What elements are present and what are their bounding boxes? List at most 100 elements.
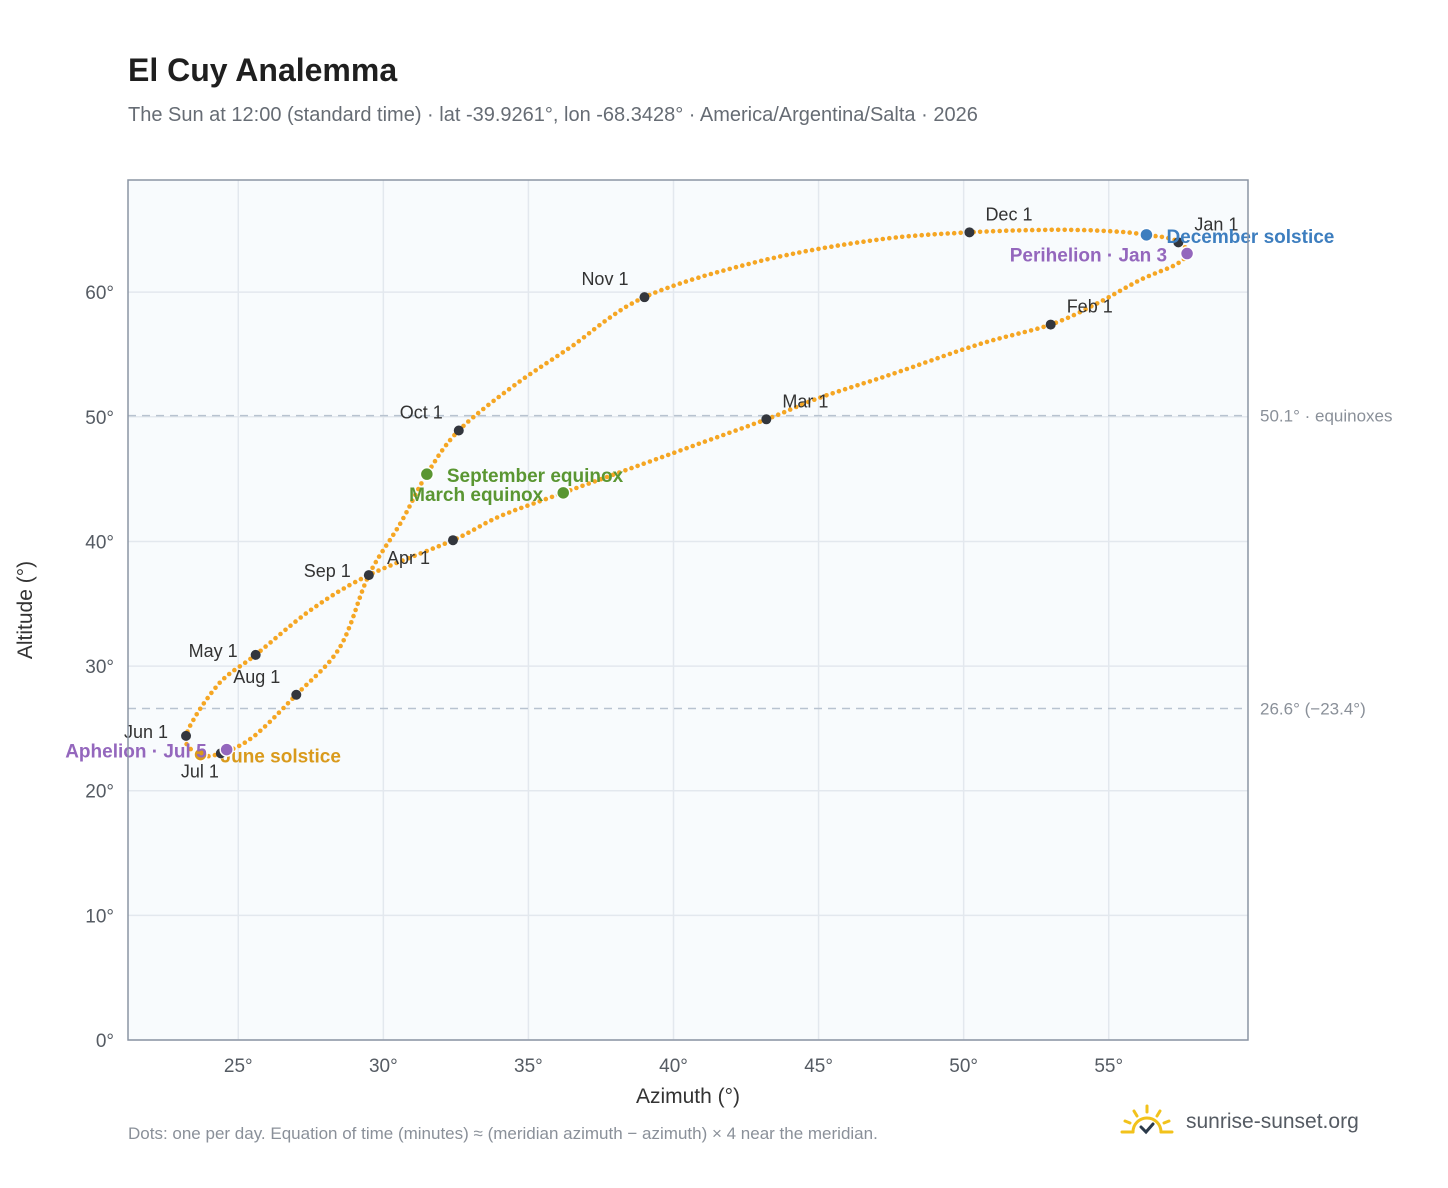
daily-sun-dot [501,390,507,396]
daily-sun-dot [1010,228,1015,233]
daily-sun-dot [1035,326,1040,332]
daily-sun-dot [344,632,349,637]
daily-sun-dot [373,559,379,565]
x-tick-label: 25° [224,1056,253,1077]
daily-sun-dot [1083,307,1088,312]
month-marker [761,414,772,425]
daily-sun-dot [972,343,977,349]
event-marker [219,742,234,757]
daily-sun-dot [442,541,448,546]
daily-sun-dot [945,231,950,236]
daily-sun-dot [799,402,805,407]
daily-sun-dot [528,371,533,377]
daily-sun-dot [1068,227,1074,233]
daily-sun-dot [404,510,409,515]
daily-sun-dot [665,285,670,291]
daily-sun-dot [953,349,959,355]
daily-sun-dot [912,233,918,238]
daily-sun-dot [253,732,258,738]
daily-sun-dot [733,264,739,270]
daily-sun-dot [187,723,193,728]
daily-sun-dot [376,554,382,559]
daily-sun-dot [410,498,415,504]
daily-sun-dot [242,660,248,665]
plot-frame [127,179,1249,1041]
daily-sun-dot [334,649,340,654]
daily-sun-dot [1071,312,1077,318]
daily-sun-dot [330,592,336,598]
daily-sun-dot [604,474,610,480]
daily-sun-dot [262,724,268,729]
daily-sun-dot [809,247,815,253]
daily-sun-dot [904,366,910,372]
daily-sun-dot [867,379,873,384]
daily-sun-dot [887,235,892,241]
daily-sun-dot [394,527,400,532]
daily-sun-dot [824,393,829,398]
daily-sun-dot [574,485,579,491]
daily-sun-dot [1134,279,1140,284]
daily-sun-dot [549,494,555,500]
daily-sun-dot [727,430,732,436]
daily-sun-dot [880,236,886,242]
daily-sun-dot [355,601,361,607]
daily-sun-dot [919,232,924,238]
month-marker [639,292,650,303]
footnote: Dots: one per day. Equation of time (min… [128,1124,878,1143]
daily-sun-dot [331,654,336,660]
reference-lines: 50.1° · equinoxes 26.6° (−23.4°) [128,407,1393,718]
daily-sun-dot [635,298,640,303]
daily-sun-dot [623,304,629,310]
x-tick-label: 30° [369,1056,398,1077]
x-tick-label: 35° [514,1056,543,1077]
daily-sun-dot [436,453,441,459]
daily-sun-dot [784,252,789,258]
daily-sun-dot [525,503,530,509]
daily-sun-dot [362,583,367,588]
daily-sun-dot [708,271,714,277]
daily-sun-dot [346,626,352,631]
daily-sun-dot [959,347,965,353]
daily-sun-dot [298,615,304,620]
month-label: Jan 1 [1194,214,1238,234]
event-label: Aphelion · Jul 5 [65,742,207,763]
daily-sun-dot [281,705,286,711]
daily-sun-dot [304,682,309,688]
reference-line-label: 50.1° · equinoxes [1260,407,1393,426]
daily-sun-dot [349,620,354,625]
chart-subtitle: The Sun at 12:00 (standard time) · lat -… [128,104,978,126]
daily-sun-dot [288,623,293,628]
daily-sun-dot [781,409,787,415]
daily-sun-dot [1120,229,1126,235]
month-label: Sep 1 [304,561,351,581]
plot-background [128,180,1248,1040]
daily-sun-dot [407,504,412,509]
daily-sun-dot [512,507,518,513]
daily-sun-dot [248,656,253,662]
daily-sun-dot [978,341,984,347]
daily-sun-dot [751,421,757,427]
brand[interactable]: sunrise-sunset.org [1120,1104,1359,1140]
chart-title: El Cuy Analemma [128,52,398,88]
daily-sun-dot [267,719,273,725]
daily-sun-dot [512,383,517,388]
daily-sun-dot [1028,328,1034,333]
daily-sun-dot [197,706,203,712]
daily-sun-dot [1129,282,1134,287]
month-label: Nov 1 [581,269,628,289]
y-tick-label: 60° [85,283,114,304]
daily-sun-dot [659,454,665,460]
daily-sun-dot [1146,273,1152,279]
daily-sun-dot [647,459,653,464]
daily-sun-dot [347,582,352,588]
month-label: Dec 1 [985,204,1032,224]
daily-sun-dot [765,257,770,262]
daily-sun-dot [984,339,990,345]
daily-sun-dot [775,412,781,418]
daily-sun-dot [184,741,189,747]
daily-sun-dot [571,342,576,348]
daily-sun-dot [733,428,738,433]
daily-sun-dot [1117,288,1123,294]
daily-sun-dot [935,355,940,361]
